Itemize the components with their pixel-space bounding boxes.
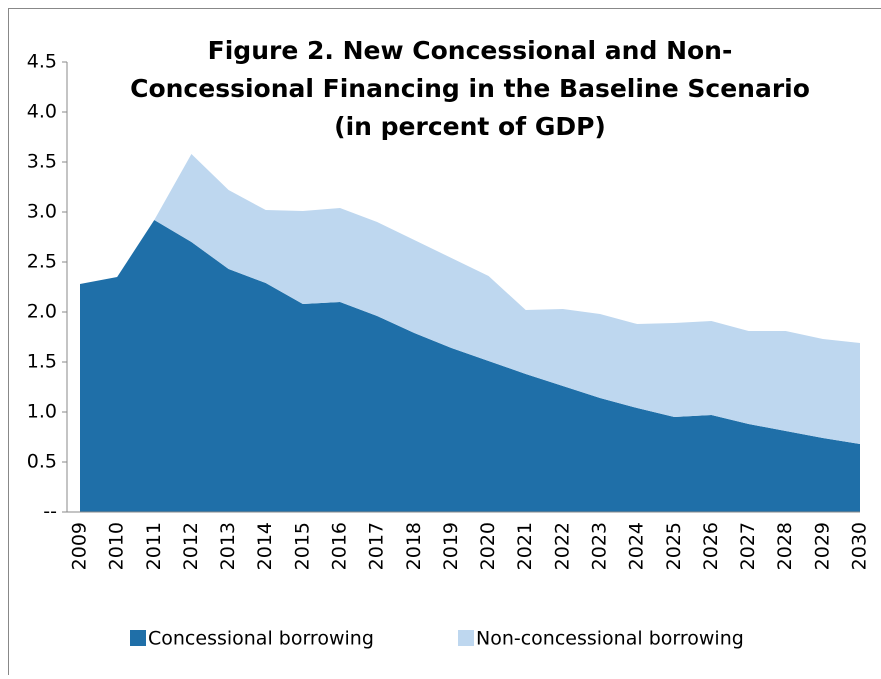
x-tick-label: 2019 bbox=[440, 522, 462, 570]
x-tick-label: 2025 bbox=[663, 522, 685, 570]
x-tick-label: 2017 bbox=[366, 522, 388, 570]
y-tick-label: 4.5 bbox=[27, 51, 57, 73]
x-tick-label: 2023 bbox=[589, 522, 611, 570]
x-tick-label: 2022 bbox=[551, 522, 573, 570]
y-tick-label: 4.0 bbox=[27, 101, 57, 123]
x-tick-label: 2010 bbox=[106, 522, 128, 570]
y-tick-label: 1.5 bbox=[27, 351, 57, 373]
y-tick-label: 1.0 bbox=[27, 401, 57, 423]
x-tick-label: 2011 bbox=[143, 522, 165, 570]
x-tick-label: 2030 bbox=[849, 522, 871, 570]
chart-title: (in percent of GDP) bbox=[334, 112, 606, 141]
y-tick-label: 2.5 bbox=[27, 251, 57, 273]
chart-title: Concessional Financing in the Baseline S… bbox=[130, 74, 810, 103]
x-tick-label: 2024 bbox=[626, 522, 648, 570]
x-tick-label: 2021 bbox=[514, 522, 536, 570]
legend-label: Concessional borrowing bbox=[148, 628, 374, 650]
legend-swatch bbox=[130, 630, 146, 646]
y-tick-label: 3.0 bbox=[27, 201, 57, 223]
y-tick-label: -- bbox=[43, 501, 57, 523]
x-tick-label: 2014 bbox=[254, 522, 276, 570]
x-tick-label: 2026 bbox=[700, 522, 722, 570]
legend-label: Non-concessional borrowing bbox=[476, 628, 744, 650]
x-tick-label: 2012 bbox=[180, 522, 202, 570]
x-tick-label: 2016 bbox=[329, 522, 351, 570]
legend-swatch bbox=[458, 630, 474, 646]
chart-title: Figure 2. New Concessional and Non- bbox=[208, 36, 733, 65]
x-tick-label: 2027 bbox=[737, 522, 759, 570]
x-tick-label: 2009 bbox=[69, 522, 91, 570]
x-tick-label: 2029 bbox=[811, 522, 833, 570]
y-tick-label: 3.5 bbox=[27, 151, 57, 173]
x-tick-label: 2028 bbox=[774, 522, 796, 570]
x-tick-label: 2020 bbox=[477, 522, 499, 570]
x-tick-label: 2013 bbox=[217, 522, 239, 570]
x-tick-label: 2015 bbox=[291, 522, 313, 570]
x-tick-label: 2018 bbox=[403, 522, 425, 570]
y-tick-label: 2.0 bbox=[27, 301, 57, 323]
y-tick-label: 0.5 bbox=[27, 451, 57, 473]
